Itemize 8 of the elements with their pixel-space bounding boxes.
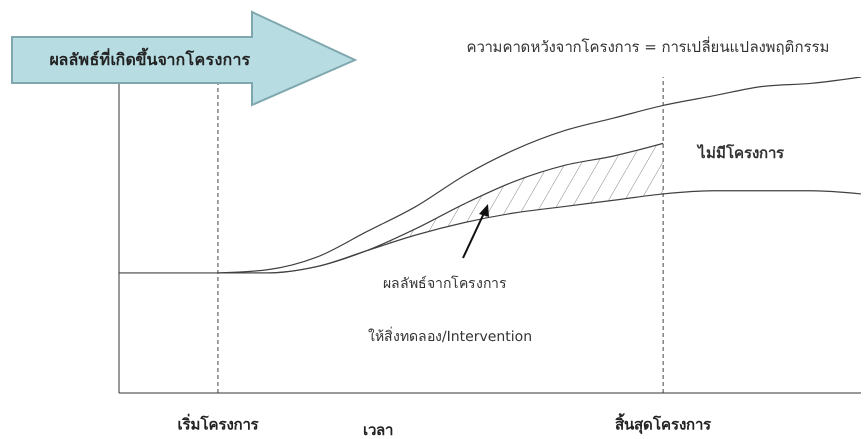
x-axis-title: เวลา — [363, 421, 393, 439]
text: ความคาดหวังจากโครงการ = การเปลี่ยนแปลงพฤติกรรม — [466, 36, 830, 56]
x-tick-label: สิ้นสุดโครงการ — [615, 412, 712, 435]
annotation: ผลลัพธ์จากโครงการ — [383, 275, 507, 292]
annotation: ไม่มีโครงการ — [696, 143, 785, 162]
annotation: ให้สิ่งทดลอง/Intervention — [368, 327, 532, 345]
y-axis-title: ผลลัพธ์ที่เกิดขึ้นจากโครงการ — [50, 47, 250, 69]
x-tick-label: เริ่มโครงการ — [177, 414, 260, 434]
